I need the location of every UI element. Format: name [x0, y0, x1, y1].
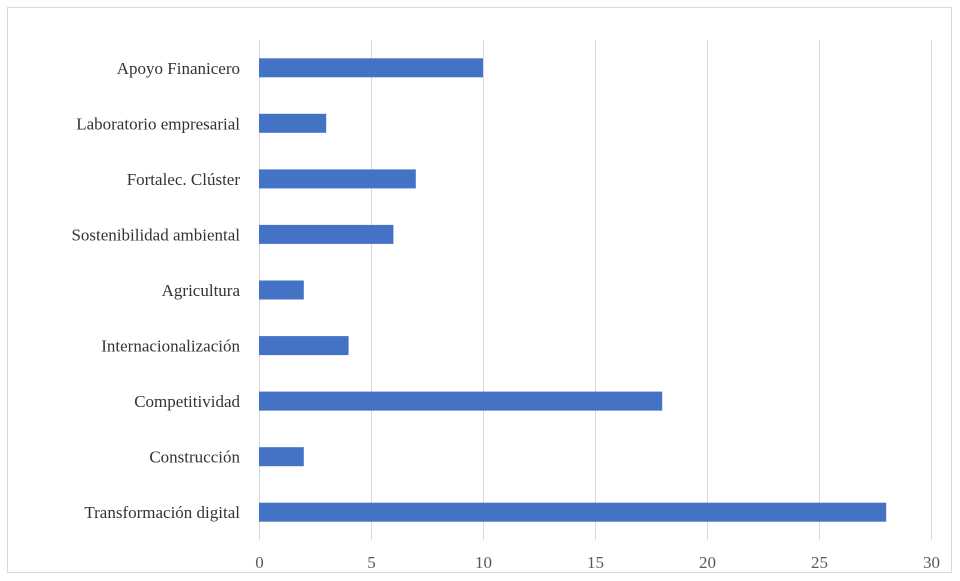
- category-label: Construcción: [149, 448, 240, 467]
- x-tick-label: 25: [811, 553, 828, 572]
- bar: [259, 336, 349, 356]
- bar: [259, 502, 887, 522]
- category-label: Competitividad: [134, 392, 240, 411]
- x-tick-label: 0: [255, 553, 264, 572]
- gridlines: [259, 40, 932, 540]
- x-tick-label: 10: [475, 553, 492, 572]
- bar: [259, 447, 304, 467]
- x-tick-label: 15: [587, 553, 604, 572]
- category-label: Sostenibilidad ambiental: [71, 225, 240, 244]
- x-tick-label: 5: [367, 553, 376, 572]
- bar: [259, 169, 416, 189]
- category-label: Fortalec. Clúster: [127, 170, 241, 189]
- category-labels: Apoyo Finanicero Laboratorio empresarial F…: [71, 59, 240, 522]
- category-label: Transformación digital: [84, 503, 240, 522]
- bar: [259, 113, 327, 133]
- x-tick-label: 20: [699, 553, 716, 572]
- bar: [259, 58, 483, 78]
- bars: [259, 58, 887, 522]
- x-tick-label: 30: [923, 553, 940, 572]
- chart-frame: [7, 7, 952, 573]
- bar: [259, 391, 663, 411]
- category-label: Agricultura: [162, 281, 241, 300]
- category-label: Internacionalización: [101, 337, 240, 356]
- x-tick-labels: 0 5 10 15 20 25 30: [255, 553, 940, 572]
- category-label: Apoyo Finanicero: [117, 59, 240, 78]
- bar: [259, 280, 304, 300]
- category-label: Laboratorio empresarial: [76, 114, 240, 133]
- bar: [259, 224, 394, 244]
